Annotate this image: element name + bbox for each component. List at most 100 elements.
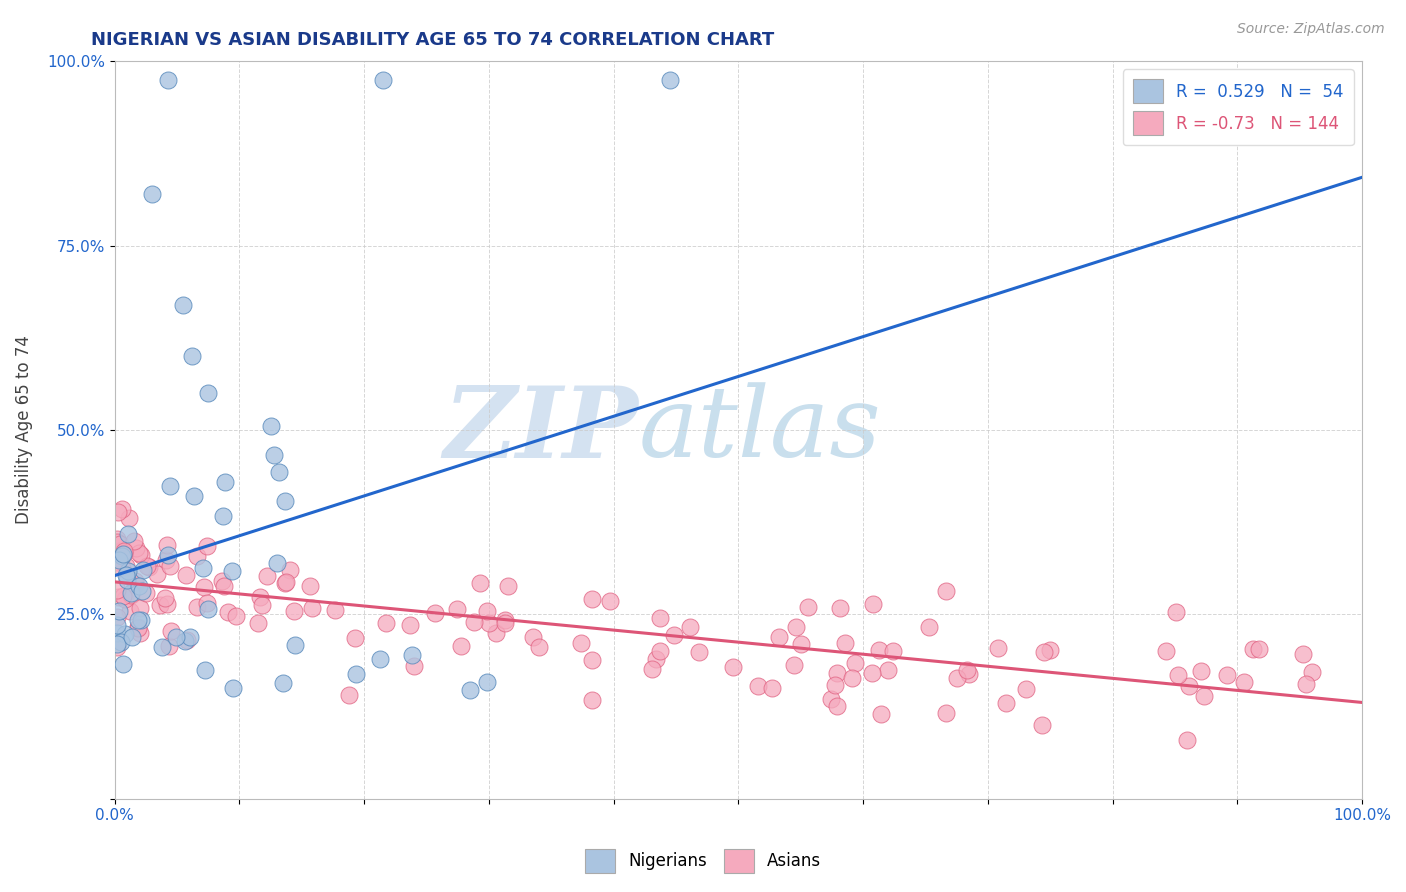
Point [344,666,367,681]
Point [876,663,898,677]
Point [217,605,239,619]
Point [946,671,969,685]
Point [935,706,957,720]
Point [529,640,551,654]
Point [117,527,139,541]
Point [159,479,181,493]
Point [648,611,671,625]
Point [183,489,205,503]
Point [176,633,198,648]
Point [195,596,218,610]
Point [108,553,131,567]
Point [110,537,132,551]
Point [121,630,143,644]
Point [155,553,177,567]
Point [105,640,128,654]
Point [869,707,891,722]
Point [862,598,884,612]
Point [344,631,367,645]
Point [135,558,157,573]
Point [747,679,769,693]
Point [648,643,671,657]
Point [174,568,197,582]
Point [458,682,481,697]
Point [299,579,322,593]
Point [828,600,851,615]
Point [957,667,980,681]
Point [789,637,811,651]
Point [263,448,285,462]
Point [401,648,423,663]
Point [247,616,270,631]
Point [1233,674,1256,689]
Point [1156,644,1178,658]
Point [153,591,176,606]
Point [1177,679,1199,693]
Point [269,465,291,479]
Point [1291,647,1313,661]
Point [1194,689,1216,703]
Point [1015,682,1038,697]
Point [581,592,603,607]
Point [105,555,128,569]
Point [768,631,790,645]
Point [337,688,360,702]
Point [135,586,157,600]
Point [834,635,856,649]
Point [124,574,146,588]
Point [1031,718,1053,732]
Point [994,696,1017,710]
Point [250,598,273,612]
Point [191,560,214,574]
Legend: R =  0.529   N =  54, R = -0.73   N = 144: R = 0.529 N = 54, R = -0.73 N = 144 [1123,70,1354,145]
Point [446,602,468,616]
Point [172,297,194,311]
Point [114,591,136,606]
Text: NIGERIAN VS ASIAN DISABILITY AGE 65 TO 74 CORRELATION CHART: NIGERIAN VS ASIAN DISABILITY AGE 65 TO 7… [91,31,775,49]
Point [127,619,149,633]
Point [522,630,544,644]
Text: ZIP: ZIP [443,382,638,478]
Point [1039,643,1062,657]
Point [107,505,129,519]
Point [284,638,307,652]
Point [165,630,187,644]
Point [918,620,941,634]
Point [194,663,217,677]
Point [423,606,446,620]
Point [179,630,201,644]
Point [197,602,219,616]
Point [157,640,180,654]
Point [935,584,957,599]
Point [688,645,710,659]
Point [127,621,149,635]
Point [571,636,593,650]
Point [120,588,142,602]
Text: atlas: atlas [638,383,882,477]
Point [645,652,668,666]
Point [120,586,142,600]
Point [1032,645,1054,659]
Point [214,579,236,593]
Point [115,567,138,582]
Point [1241,641,1264,656]
Point [114,559,136,574]
Point [129,548,152,562]
Point [721,659,744,673]
Point [399,618,422,632]
Point [211,574,233,588]
Point [1295,677,1317,691]
Point [115,573,138,587]
Point [256,569,278,583]
Point [111,657,134,671]
Point [105,532,128,546]
Point [128,626,150,640]
Point [110,635,132,649]
Point [841,671,863,685]
Point [111,549,134,564]
Point [470,575,492,590]
Point [1216,668,1239,682]
Point [105,626,128,640]
Point [662,628,685,642]
Point [107,550,129,565]
